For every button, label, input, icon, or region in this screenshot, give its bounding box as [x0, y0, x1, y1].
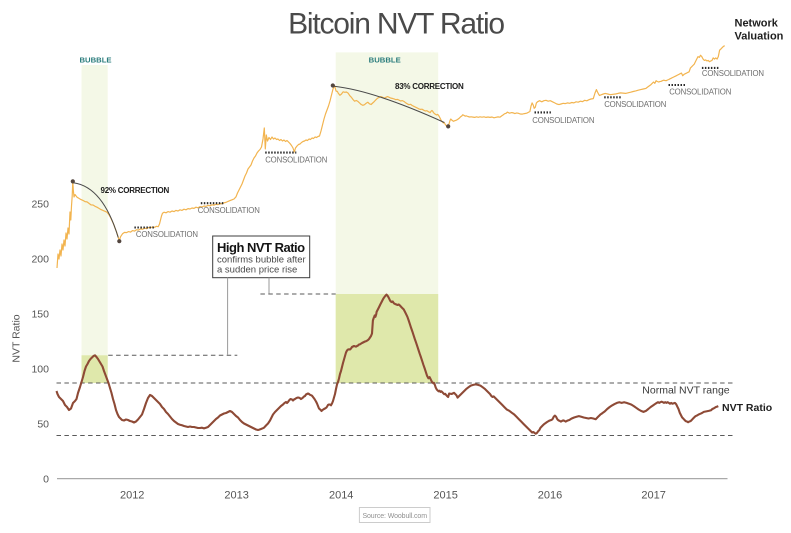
svg-text:NVT Ratio: NVT Ratio: [11, 314, 23, 362]
svg-text:2016: 2016: [538, 490, 562, 502]
svg-text:BUBBLE: BUBBLE: [79, 55, 111, 64]
svg-text:150: 150: [31, 308, 49, 320]
svg-text:92% CORRECTION: 92% CORRECTION: [101, 186, 170, 195]
svg-text:Network: Network: [735, 17, 779, 29]
svg-text:50: 50: [37, 418, 49, 430]
svg-text:2017: 2017: [641, 490, 665, 502]
svg-text:CONSOLIDATION: CONSOLIDATION: [136, 230, 198, 239]
svg-text:CONSOLIDATION: CONSOLIDATION: [702, 69, 764, 78]
svg-text:2012: 2012: [120, 490, 144, 502]
svg-text:0: 0: [43, 473, 49, 485]
svg-text:Normal NVT range: Normal NVT range: [642, 384, 729, 396]
svg-text:CONSOLIDATION: CONSOLIDATION: [265, 156, 327, 165]
svg-text:confirms bubble after: confirms bubble after: [217, 255, 306, 266]
svg-text:Bitcoin NVT Ratio: Bitcoin NVT Ratio: [288, 7, 504, 40]
svg-text:2015: 2015: [433, 490, 457, 502]
svg-text:100: 100: [31, 363, 49, 375]
svg-text:2013: 2013: [224, 490, 248, 502]
svg-text:High NVT Ratio: High NVT Ratio: [217, 240, 305, 255]
svg-text:CONSOLIDATION: CONSOLIDATION: [532, 116, 594, 125]
svg-text:83% CORRECTION: 83% CORRECTION: [395, 82, 464, 91]
svg-text:250: 250: [31, 198, 49, 210]
svg-text:BUBBLE: BUBBLE: [369, 55, 401, 64]
svg-text:a sudden price rise: a sudden price rise: [217, 264, 297, 275]
svg-text:CONSOLIDATION: CONSOLIDATION: [604, 100, 666, 109]
svg-text:Valuation: Valuation: [735, 30, 784, 42]
svg-text:200: 200: [31, 253, 49, 265]
svg-text:CONSOLIDATION: CONSOLIDATION: [669, 87, 731, 96]
svg-text:NVT Ratio: NVT Ratio: [722, 402, 772, 414]
svg-text:CONSOLIDATION: CONSOLIDATION: [198, 206, 260, 215]
svg-text:Source: Woobull.com: Source: Woobull.com: [362, 513, 427, 520]
svg-text:2014: 2014: [329, 490, 353, 502]
